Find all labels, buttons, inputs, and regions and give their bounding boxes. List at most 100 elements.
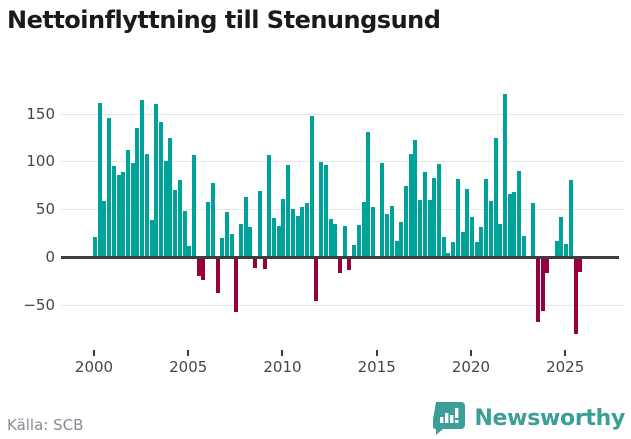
bar-q33 bbox=[248, 227, 253, 257]
bar-q12 bbox=[149, 219, 154, 257]
bar-q90 bbox=[517, 170, 522, 257]
bar-q15 bbox=[163, 161, 168, 257]
bar-q69 bbox=[418, 199, 423, 257]
bar-q44 bbox=[300, 207, 305, 257]
x-tick-mark-2020 bbox=[469, 350, 472, 356]
bar-q43 bbox=[295, 215, 300, 257]
bar-q67 bbox=[408, 153, 413, 257]
bar-q22 bbox=[196, 258, 201, 277]
bar-q75 bbox=[446, 253, 451, 257]
chart-title: Nettoinflyttning till Stenungsund bbox=[7, 6, 441, 34]
bar-q89 bbox=[512, 191, 517, 257]
bar-q27 bbox=[220, 237, 225, 257]
y-tick-label-0: 0 bbox=[45, 248, 55, 266]
gridline-150 bbox=[61, 113, 625, 115]
bar-q16 bbox=[168, 137, 173, 257]
bar-q73 bbox=[436, 164, 441, 257]
bar-q95 bbox=[540, 258, 545, 311]
bar-q81 bbox=[474, 241, 479, 257]
bar-q84 bbox=[488, 200, 493, 257]
bar-q45 bbox=[305, 203, 310, 257]
bar-q65 bbox=[399, 221, 404, 257]
bar-q26 bbox=[215, 258, 220, 294]
bar-q85 bbox=[493, 138, 498, 257]
x-tick-label-2015: 2015 bbox=[357, 358, 396, 376]
bar-q52 bbox=[338, 258, 343, 274]
bar-q20 bbox=[187, 246, 192, 257]
x-axis: 2000 2005 2010 2015 2020 2025 bbox=[65, 348, 625, 378]
x-tick-label-2010: 2010 bbox=[263, 358, 302, 376]
bar-q2 bbox=[102, 200, 107, 257]
bar-q74 bbox=[441, 236, 446, 257]
x-tick-label-2020: 2020 bbox=[451, 358, 491, 376]
bar-q62 bbox=[385, 213, 390, 257]
x-tick-mark-2025 bbox=[564, 350, 567, 356]
newsworthy-bars-icon bbox=[432, 401, 466, 435]
bar-q82 bbox=[479, 227, 484, 257]
bar-q14 bbox=[158, 122, 163, 257]
bar-q53 bbox=[342, 226, 347, 257]
bar-q72 bbox=[432, 177, 437, 257]
bar-q101 bbox=[568, 179, 573, 257]
bar-q54 bbox=[347, 258, 352, 271]
bar-q35 bbox=[257, 191, 262, 257]
x-tick-mark-2015 bbox=[375, 350, 378, 356]
bar-q19 bbox=[182, 211, 187, 257]
bar-q8 bbox=[130, 163, 135, 257]
y-tick-label-150: 150 bbox=[26, 104, 55, 123]
gridline-100 bbox=[61, 161, 625, 163]
bar-q47 bbox=[314, 258, 319, 302]
bar-q78 bbox=[460, 232, 465, 257]
bar-q6 bbox=[121, 171, 126, 257]
bar-q32 bbox=[243, 196, 248, 257]
bar-q18 bbox=[177, 179, 182, 257]
bar-q3 bbox=[107, 118, 112, 257]
bar-q29 bbox=[229, 234, 234, 257]
newsworthy-branding[interactable]: Newsworthy bbox=[432, 401, 625, 435]
bar-q37 bbox=[267, 154, 272, 257]
bar-q100 bbox=[564, 243, 569, 257]
bar-q70 bbox=[422, 171, 427, 257]
bar-q1 bbox=[97, 103, 102, 257]
bar-q94 bbox=[535, 258, 540, 323]
bar-q76 bbox=[451, 241, 456, 257]
bar-q83 bbox=[484, 178, 489, 257]
bar-q98 bbox=[554, 240, 559, 257]
bar-q13 bbox=[154, 104, 159, 257]
bar-q5 bbox=[116, 174, 121, 257]
x-tick-mark-2005 bbox=[187, 350, 190, 356]
bar-q10 bbox=[140, 100, 145, 257]
bar-q40 bbox=[281, 198, 286, 257]
bar-q21 bbox=[191, 154, 196, 257]
bar-q87 bbox=[502, 94, 507, 257]
bar-q28 bbox=[224, 212, 229, 257]
bar-q41 bbox=[286, 165, 291, 257]
bar-q11 bbox=[144, 153, 149, 257]
x-tick-label-2025: 2025 bbox=[546, 358, 585, 376]
bar-q9 bbox=[135, 127, 140, 257]
bar-q96 bbox=[545, 258, 550, 274]
source-note: Källa: SCB bbox=[7, 416, 84, 434]
bar-q36 bbox=[262, 258, 267, 269]
gridline-50 bbox=[61, 209, 625, 211]
y-axis-labels: 150 100 50 0 −50 bbox=[0, 88, 55, 348]
newsworthy-wordmark: Newsworthy bbox=[474, 405, 625, 431]
bar-q66 bbox=[403, 186, 408, 257]
bar-q17 bbox=[173, 190, 178, 257]
bar-q59 bbox=[371, 207, 375, 257]
plot-area bbox=[61, 88, 625, 348]
bar-q63 bbox=[389, 206, 394, 257]
bar-q79 bbox=[465, 189, 470, 257]
bar-q34 bbox=[253, 258, 258, 268]
bar-q48 bbox=[319, 162, 324, 257]
x-tick-label-2000: 2000 bbox=[74, 358, 114, 376]
bar-q7 bbox=[125, 149, 130, 257]
bar-q68 bbox=[413, 140, 418, 257]
bar-q64 bbox=[394, 240, 399, 257]
bar-q99 bbox=[559, 216, 564, 257]
bar-q50 bbox=[328, 218, 333, 257]
bar-q25 bbox=[210, 183, 215, 257]
bar-q93 bbox=[531, 202, 536, 257]
bar-q91 bbox=[521, 235, 526, 257]
